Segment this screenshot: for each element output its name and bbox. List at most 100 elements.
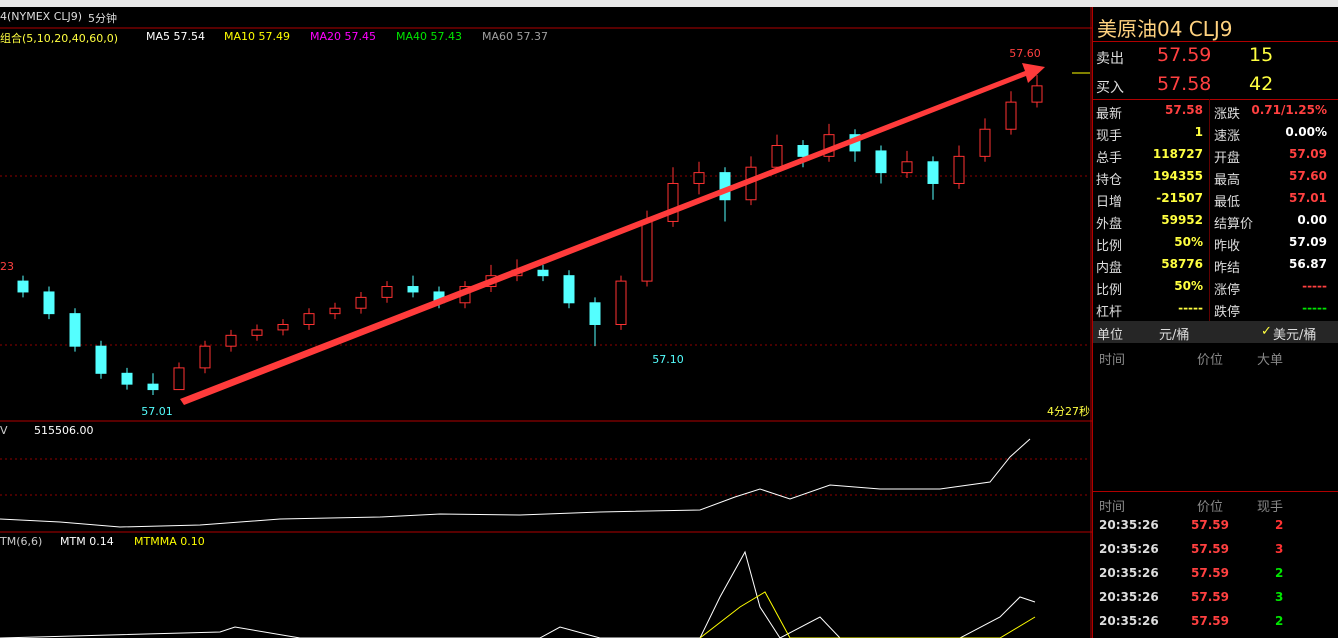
field-value: 118727 <box>1152 147 1203 161</box>
field-value: 50% <box>1174 279 1203 293</box>
quote-panel: 美原油04 CLJ9 卖出 57.59 15 买入 57.58 42 最新 57.… <box>1092 7 1338 638</box>
buy-qty: 42 <box>1249 73 1274 95</box>
field-value: 194355 <box>1152 169 1203 183</box>
tick-qty: 2 <box>1275 518 1284 532</box>
sell-label: 卖出 <box>1096 51 1124 67</box>
field-value: 59952 <box>1161 213 1203 227</box>
field-value: 0.71/1.25% <box>1251 103 1327 117</box>
candle-body <box>329 307 341 315</box>
field-label: 外盘 <box>1096 217 1123 232</box>
unit-option[interactable]: 元/桶 <box>1159 328 1190 343</box>
field-value: 57.01 <box>1289 191 1327 205</box>
field-value: ----- <box>1178 301 1203 315</box>
field-label: 最低 <box>1214 195 1241 210</box>
field-label: 速涨 <box>1214 129 1241 144</box>
obv-name: V <box>0 424 8 437</box>
candle-body <box>225 334 237 347</box>
field-value: 56.87 <box>1289 257 1327 271</box>
field-value: -21507 <box>1156 191 1203 205</box>
candle-body <box>121 372 133 385</box>
price-label: 23 <box>0 260 14 273</box>
sell-price: 57.59 <box>1157 44 1212 66</box>
field-value: 50% <box>1174 235 1203 249</box>
top-bar <box>0 0 1338 7</box>
field-label: 总手 <box>1096 151 1123 166</box>
column-header: 时间 <box>1099 500 1126 515</box>
candle-body <box>43 291 55 315</box>
buy-price: 57.58 <box>1157 73 1212 95</box>
mtmma-line <box>699 591 1036 638</box>
low-label: 57.01 <box>141 405 173 418</box>
candle-body <box>147 383 159 391</box>
tick-price: 57.59 <box>1191 542 1229 556</box>
candle-body <box>277 323 289 331</box>
quote-title: 美原油04 CLJ9 <box>1097 17 1233 41</box>
tick-qty: 2 <box>1275 566 1284 580</box>
candle-body <box>693 172 705 184</box>
candle-body <box>199 345 211 369</box>
candle-body <box>797 145 809 157</box>
check: ✓ <box>1261 324 1272 339</box>
field-value: 57.58 <box>1165 103 1203 117</box>
candle-body <box>927 161 939 184</box>
trend-arrow <box>180 63 1045 405</box>
tick-price: 57.59 <box>1191 566 1229 580</box>
sell-qty: 15 <box>1249 44 1274 66</box>
mtm-line <box>0 550 1036 638</box>
mtmma-value: MTMMA 0.10 <box>134 535 205 548</box>
candle-body <box>589 302 601 325</box>
candle-body <box>1005 101 1017 130</box>
candle-body <box>407 286 419 293</box>
candle-body <box>537 269 549 277</box>
candle-body <box>95 345 107 374</box>
field-value: 58776 <box>1161 257 1203 271</box>
tick-qty: 3 <box>1275 542 1284 556</box>
candle-body <box>875 150 887 174</box>
obv-line <box>0 438 1031 528</box>
mtm-value: MTM 0.14 <box>60 535 114 548</box>
field-label: 最高 <box>1214 173 1241 188</box>
tick-price: 57.59 <box>1191 518 1229 532</box>
candle-body <box>303 313 315 325</box>
tick-time: 20:35:26 <box>1099 518 1159 532</box>
countdown: 4分27秒 <box>1047 404 1090 418</box>
low-label: 57.10 <box>652 353 684 366</box>
indicator-value: MA20 57.45 <box>310 30 376 43</box>
candle-body <box>17 280 29 293</box>
candle-body <box>1031 85 1043 103</box>
column-header: 价位 <box>1197 353 1224 368</box>
tick-qty: 2 <box>1275 614 1284 628</box>
candle-body <box>69 313 81 347</box>
field-value: 0.00% <box>1285 125 1327 139</box>
candle-body <box>381 286 393 298</box>
field-label: 最新 <box>1096 107 1123 122</box>
mtm-name: TM(6,6) <box>0 535 42 548</box>
candle-body <box>615 280 627 325</box>
tick-time: 20:35:26 <box>1099 542 1159 556</box>
obv-value: 515506.00 <box>34 424 94 437</box>
candle-body <box>641 220 653 282</box>
field-label: 持仓 <box>1096 173 1123 188</box>
candle-body <box>563 275 575 304</box>
column-header: 价位 <box>1197 500 1224 515</box>
field-value: ----- <box>1302 279 1327 293</box>
chart-area: 57.60 57.01 57.10 23 4分27秒 V 515506.00 T… <box>0 7 1092 638</box>
candle-body <box>771 145 783 168</box>
field-label: 现手 <box>1096 129 1123 144</box>
period[interactable]: 5分钟 <box>88 12 117 25</box>
indicator-value: MA10 57.49 <box>224 30 290 43</box>
field-label: 日增 <box>1096 195 1123 210</box>
candle-body <box>901 161 913 174</box>
indicator-value: MA5 57.54 <box>146 30 206 43</box>
field-value: 0.00 <box>1297 213 1327 227</box>
indicator-value: MA40 57.43 <box>396 30 462 43</box>
field-value: 57.09 <box>1289 147 1327 161</box>
tick-time: 20:35:26 <box>1099 614 1159 628</box>
field-value: 57.60 <box>1289 169 1327 183</box>
column-header: 时间 <box>1099 353 1126 368</box>
symbol: 4(NYMEX CLJ9) <box>0 10 83 23</box>
field-label: 昨结 <box>1214 261 1241 276</box>
unit-option[interactable]: 美元/桶 <box>1273 328 1317 343</box>
tick-price: 57.59 <box>1191 590 1229 604</box>
